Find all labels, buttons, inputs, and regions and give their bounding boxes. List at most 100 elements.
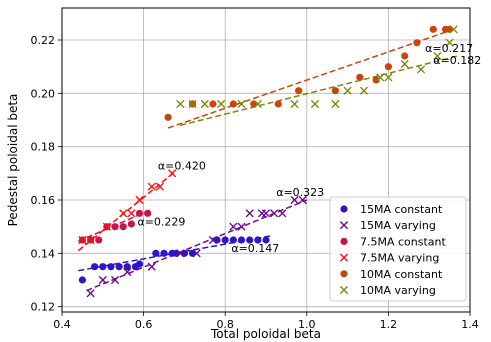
annotation-label: α=0.420 xyxy=(158,159,206,172)
data-point xyxy=(135,209,144,217)
data-point xyxy=(123,263,131,271)
data-point xyxy=(135,195,144,205)
annotation-label: α=0.229 xyxy=(137,215,185,228)
y-axis-label: Pedestal poloidal beta xyxy=(6,94,20,227)
x-tick-label: 0.6 xyxy=(135,318,153,331)
data-point xyxy=(208,235,218,245)
data-point xyxy=(221,236,229,244)
legend-label: 15MA varying xyxy=(360,219,436,232)
data-point xyxy=(270,209,279,218)
data-point xyxy=(127,220,135,228)
data-point xyxy=(416,65,426,74)
data-point xyxy=(176,99,185,109)
data-point xyxy=(229,236,237,244)
data-point xyxy=(290,99,299,109)
data-point xyxy=(384,73,393,82)
axis-ticks: 0.4 0.6 0.8 1.0 1.2 1.4 0.12 0.14 0.16 0.18 0.20 0.… xyxy=(31,34,479,331)
data-point xyxy=(254,236,262,244)
legend-label: 10MA constant xyxy=(360,268,443,281)
data-point xyxy=(127,209,136,218)
data-point xyxy=(445,38,454,47)
legend-label: 10MA varying xyxy=(360,284,436,297)
data-point xyxy=(449,25,458,34)
annotation-label: α=0.217 xyxy=(425,42,473,55)
data-point xyxy=(176,249,185,258)
y-tick-label: 0.18 xyxy=(31,141,56,154)
data-point xyxy=(401,52,409,60)
data-point xyxy=(107,263,115,271)
fit-line xyxy=(167,28,454,129)
data-point xyxy=(209,100,217,108)
data-point xyxy=(237,99,246,109)
data-point xyxy=(217,99,226,109)
data-point xyxy=(356,73,364,81)
data-point xyxy=(115,263,123,271)
data-point xyxy=(229,100,237,108)
data-point xyxy=(86,235,95,245)
legend-marker xyxy=(340,237,348,245)
data-point xyxy=(78,276,86,284)
data-point xyxy=(253,99,262,109)
fit-line xyxy=(77,170,177,252)
data-point xyxy=(160,249,168,257)
data-point xyxy=(102,222,111,231)
series-10ma-varying xyxy=(176,25,458,109)
data-point xyxy=(331,99,340,109)
data-point xyxy=(274,100,282,108)
y-tick-label: 0.16 xyxy=(31,194,56,207)
y-tick-label: 0.22 xyxy=(31,34,56,47)
data-point xyxy=(152,249,160,257)
data-point xyxy=(99,263,107,271)
legend-marker xyxy=(339,285,349,295)
data-point xyxy=(237,236,246,244)
series-10ma-constant xyxy=(164,25,454,121)
data-point xyxy=(343,86,352,95)
legend-box xyxy=(329,196,467,302)
data-point xyxy=(147,262,156,271)
data-point xyxy=(384,63,392,71)
data-point xyxy=(229,222,238,231)
data-point xyxy=(200,99,209,109)
data-point xyxy=(119,209,128,218)
annotation-label: α=0.147 xyxy=(231,242,279,255)
data-point xyxy=(147,182,156,191)
data-point xyxy=(155,182,165,191)
data-point xyxy=(119,223,127,231)
annotations: α=0.420 α=0.229 α=0.323 α=0.147 α=0.217α=0.1… xyxy=(137,42,481,255)
series-15ma-varying xyxy=(86,195,307,298)
data-point xyxy=(413,39,421,47)
data-point xyxy=(168,169,177,178)
data-point xyxy=(164,113,172,121)
data-point xyxy=(298,195,307,205)
x-tick-label: 0.8 xyxy=(216,318,234,331)
x-tick-label: 1.0 xyxy=(298,318,316,331)
data-point xyxy=(245,209,254,218)
data-point xyxy=(86,289,95,298)
data-point xyxy=(429,25,437,33)
data-point xyxy=(144,209,152,217)
legend-marker xyxy=(339,253,349,262)
data-point xyxy=(310,99,320,109)
data-point xyxy=(98,275,107,285)
legend-label: 7.5MA varying xyxy=(360,252,439,265)
data-point xyxy=(376,73,385,82)
data-point xyxy=(262,236,270,244)
fit-line xyxy=(86,199,308,292)
data-point xyxy=(192,249,201,258)
x-tick-label: 1.2 xyxy=(380,318,398,331)
y-tick-label: 0.14 xyxy=(31,247,56,260)
data-point xyxy=(290,195,299,205)
legend-marker xyxy=(340,270,348,278)
data-point xyxy=(359,86,369,95)
y-tick-label: 0.20 xyxy=(31,87,56,100)
data-point xyxy=(433,51,442,61)
data-point xyxy=(237,222,246,231)
data-point xyxy=(110,275,120,285)
x-tick-label: 0.4 xyxy=(53,318,71,331)
data-point xyxy=(95,236,103,244)
fit-line xyxy=(180,55,458,127)
plot-frame xyxy=(61,7,471,313)
data-point xyxy=(400,59,409,69)
x-tick-label: 1.4 xyxy=(461,318,479,331)
